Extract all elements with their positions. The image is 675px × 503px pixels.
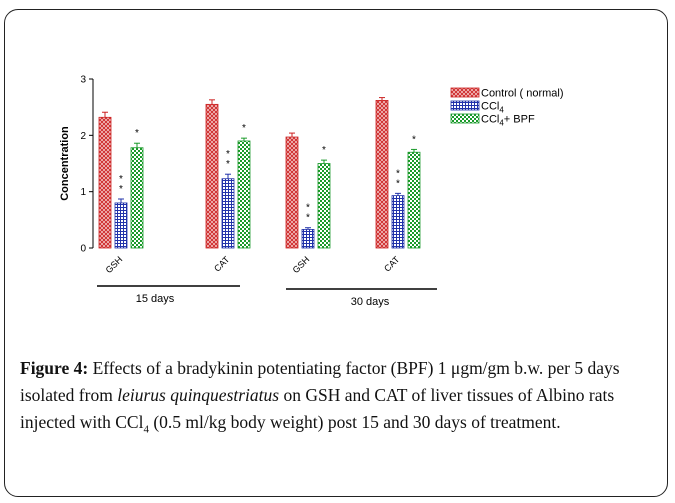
bar <box>317 163 331 249</box>
figure-caption: Figure 4: Effects of a bradykinin potent… <box>20 355 660 444</box>
bar-chart: 0 1 2 3 Concentration GSH CAT GSH CAT 15 days 30 d… <box>59 75 564 309</box>
significance-star: * <box>412 134 416 145</box>
y-tick-label: 1 <box>80 187 86 198</box>
legend-label: Control ( normal) <box>481 88 564 100</box>
y-tick-label: 2 <box>80 131 86 142</box>
caption-text-3: (0.5 ml/kg body weight) post 15 and 30 d… <box>148 412 561 432</box>
significance-star: * <box>322 145 326 156</box>
bar <box>237 140 251 249</box>
caption-species: leiurus quinquestriatus <box>117 385 280 405</box>
bar <box>301 229 315 249</box>
caption-text-1: Effects of a bradykinin potentiating fac… <box>20 358 620 405</box>
bar <box>205 103 219 249</box>
significance-star: * <box>306 213 310 224</box>
x-tick-label: CAT <box>382 254 402 274</box>
caption-subscript: 4 <box>143 423 149 436</box>
legend-swatch <box>450 100 480 111</box>
bar <box>221 178 235 249</box>
bar <box>285 136 299 249</box>
significance-star: * <box>119 174 123 185</box>
bar <box>130 147 144 249</box>
significance-star: * <box>226 159 230 170</box>
bar <box>391 195 405 249</box>
bar <box>375 100 389 249</box>
bar <box>98 116 112 249</box>
bar <box>407 151 421 249</box>
y-axis-label: Concentration <box>59 126 71 201</box>
significance-star: * <box>306 203 310 214</box>
legend-label: CCl4 <box>481 101 504 115</box>
x-tick-label: CAT <box>212 254 232 274</box>
x-tick-label: GSH <box>291 254 312 275</box>
significance-star: * <box>135 128 139 139</box>
group-label: 15 days <box>136 293 175 305</box>
significance-star: * <box>242 123 246 134</box>
figure-frame <box>4 9 668 497</box>
bar <box>114 202 128 249</box>
legend-label: CCl4+ BPF <box>481 114 535 128</box>
group-label: 30 days <box>351 296 390 308</box>
x-tick-label: GSH <box>104 254 125 275</box>
significance-star: * <box>119 184 123 195</box>
significance-star: * <box>226 149 230 160</box>
caption-label: Figure 4: <box>20 358 89 378</box>
legend-swatch <box>450 87 480 98</box>
caption-text-2: on GSH and CAT of liver tissues of Albin… <box>20 385 615 432</box>
bars: ********* *** <box>98 97 421 249</box>
y-tick-label: 0 <box>80 244 86 255</box>
legend-swatch <box>450 113 480 124</box>
y-tick-label: 3 <box>80 75 86 86</box>
significance-star: * <box>396 178 400 189</box>
significance-star: * <box>396 168 400 179</box>
